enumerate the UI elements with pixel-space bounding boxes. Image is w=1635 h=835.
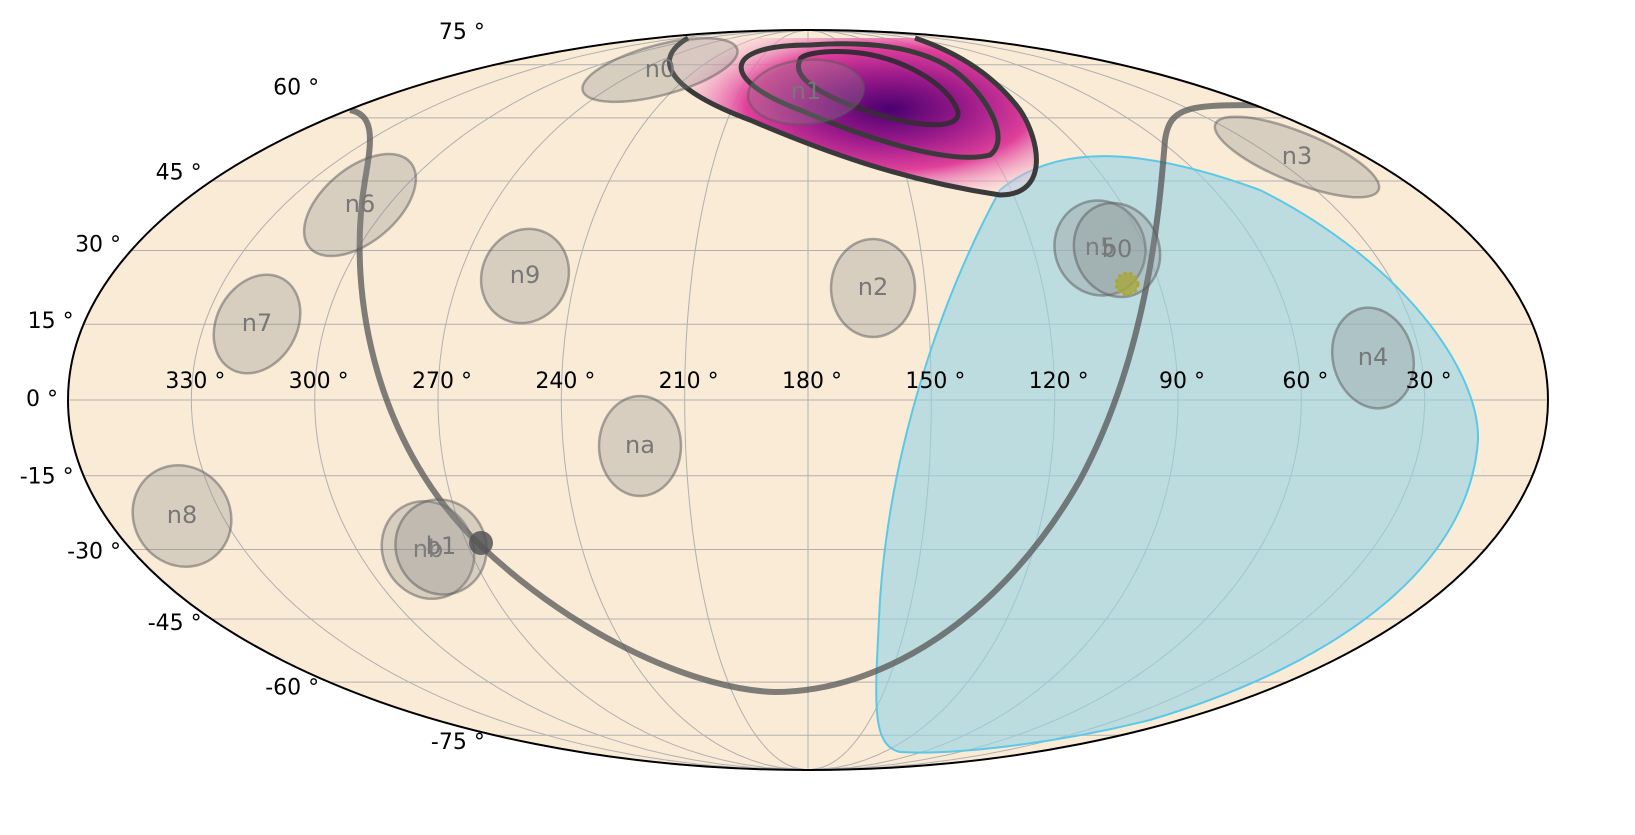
detector-label: n5 — [1085, 233, 1115, 261]
lon-tick-label: 180 ° — [782, 369, 842, 394]
detector-label: n3 — [1282, 142, 1312, 170]
lon-tick-label: 270 ° — [412, 369, 472, 394]
sun — [1114, 271, 1140, 297]
earth-occultation-region — [875, 155, 1480, 754]
lat-tick-label: -45 ° — [148, 611, 202, 636]
detector-label: n7 — [242, 309, 272, 337]
sky-outline — [67, 29, 1549, 771]
lat-tick-label: -60 ° — [265, 675, 319, 700]
detector-footprint — [212, 273, 302, 375]
detector-footprint — [302, 152, 418, 258]
detector-label: n0 — [645, 55, 675, 83]
detector-label: n1 — [791, 77, 821, 105]
detector-footprint — [479, 227, 571, 325]
galactic-center — [469, 531, 493, 555]
detector-footprint — [1213, 115, 1381, 199]
galactic-plane — [349, 102, 1271, 696]
lon-tick-label: 120 ° — [1029, 369, 1089, 394]
detector-footprint — [394, 498, 488, 596]
detector-footprint — [829, 237, 917, 339]
contour-inner — [796, 49, 961, 128]
detector-footprint — [1072, 201, 1162, 299]
detector-footprint — [581, 36, 739, 104]
detector-label: n9 — [510, 261, 540, 289]
lon-tick-label: 150 ° — [905, 369, 965, 394]
detector-footprint — [1330, 306, 1416, 410]
lat-tick-label: 75 ° — [439, 20, 485, 45]
lat-tick-label: 60 ° — [273, 75, 319, 100]
lat-tick-label: -30 ° — [67, 540, 121, 565]
detector-footprint — [597, 394, 683, 498]
detector-label: b0 — [1102, 235, 1133, 263]
lon-tick-label: 240 ° — [535, 369, 595, 394]
overlays — [349, 35, 1480, 754]
tick-labels: 330 ° 300 ° 270 ° 240 ° 210 ° 180 ° 150 ° 120 °… — [20, 20, 1452, 755]
lat-tick-label: 45 ° — [156, 161, 202, 186]
contour-outer — [666, 35, 1039, 198]
detector-label: n8 — [167, 501, 197, 529]
lon-tick-label: 300 ° — [289, 369, 349, 394]
lon-tick-label: 60 ° — [1282, 369, 1328, 394]
detector-label: n4 — [1358, 343, 1388, 371]
lon-tick-label: 210 ° — [659, 369, 719, 394]
detector-footprint — [746, 58, 866, 126]
lat-tick-label: -75 ° — [431, 730, 485, 755]
lon-tick-label: 90 ° — [1159, 369, 1205, 394]
lon-tick-label: 330 ° — [165, 369, 225, 394]
lat-tick-label: 15 ° — [28, 309, 74, 334]
contour-middle — [738, 41, 1001, 160]
detector-label: na — [625, 431, 655, 459]
detector-label: n2 — [858, 273, 888, 301]
detector-label: n6 — [345, 190, 375, 218]
lat-tick-label: 0 ° — [26, 387, 58, 412]
detector-label: nb — [413, 535, 443, 563]
lat-tick-label: 30 ° — [75, 233, 121, 258]
detector-label: b1 — [426, 532, 457, 560]
detector-footprint — [131, 464, 233, 568]
detectors: n0 n1 n2 n3 n4 n5 n6 n7 n8 n9 na nb b0 b1 — [131, 36, 1416, 601]
lat-tick-label: -15 ° — [20, 464, 74, 489]
lon-tick-label: 30 ° — [1406, 369, 1452, 394]
